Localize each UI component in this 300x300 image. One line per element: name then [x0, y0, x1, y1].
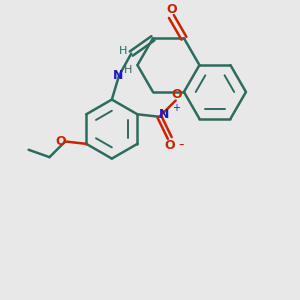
Text: O: O — [56, 135, 66, 148]
Text: H: H — [124, 65, 133, 75]
Text: N: N — [159, 108, 169, 121]
Text: N: N — [113, 69, 124, 82]
Text: H: H — [119, 46, 127, 56]
Text: O: O — [166, 3, 177, 16]
Text: +: + — [172, 103, 180, 113]
Text: O: O — [172, 88, 182, 100]
Text: -: - — [178, 136, 184, 152]
Text: O: O — [164, 139, 175, 152]
